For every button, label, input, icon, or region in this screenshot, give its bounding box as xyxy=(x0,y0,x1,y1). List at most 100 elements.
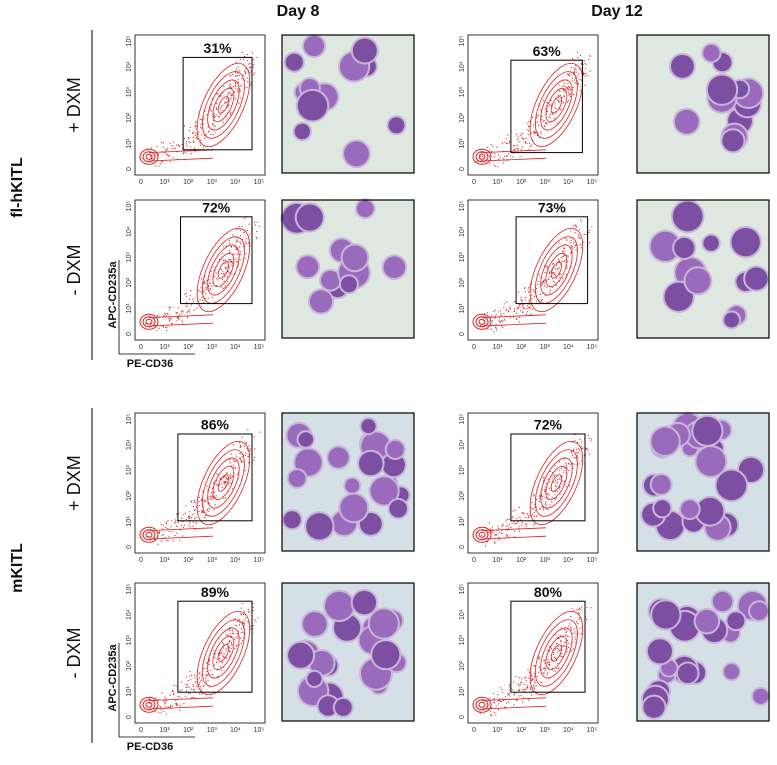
event-dot xyxy=(249,450,251,452)
cell-nucleus xyxy=(654,500,671,517)
event-dot xyxy=(553,282,555,284)
event-dot xyxy=(566,101,568,103)
contour xyxy=(472,696,492,713)
event-dot xyxy=(580,247,582,249)
event-dot xyxy=(200,291,202,293)
event-dot xyxy=(175,685,177,687)
event-dot xyxy=(182,514,184,516)
event-dot xyxy=(552,654,555,656)
x-axis-label: PE-CD36 xyxy=(127,358,173,370)
micrograph xyxy=(636,411,770,552)
contour xyxy=(139,526,159,543)
event-dot xyxy=(522,701,524,703)
contour xyxy=(145,318,153,325)
event-dot xyxy=(239,229,242,231)
event-dot xyxy=(512,510,514,512)
event-dot xyxy=(225,650,227,652)
event-dot xyxy=(188,141,190,143)
x-tick-label: 10⁵ xyxy=(587,557,598,564)
event-dot xyxy=(565,631,567,634)
event-dot xyxy=(201,693,203,695)
contour xyxy=(545,465,568,501)
event-dot xyxy=(253,63,255,65)
event-dot xyxy=(182,535,184,537)
event-dot xyxy=(241,436,243,438)
event-dot xyxy=(579,463,581,465)
event-dot xyxy=(578,618,580,620)
event-dot xyxy=(163,146,165,148)
event-dot xyxy=(206,674,208,676)
event-dot xyxy=(157,315,159,317)
cell-nucleus xyxy=(302,612,327,636)
event-dot xyxy=(494,309,496,311)
event-dot xyxy=(509,317,511,319)
event-dot xyxy=(200,124,202,126)
event-dot xyxy=(570,92,572,94)
event-dot xyxy=(220,650,222,652)
x-tick-label: 0 xyxy=(139,344,143,351)
event-dot xyxy=(574,457,577,459)
event-dot xyxy=(250,82,252,84)
event-dot xyxy=(574,440,576,442)
event-dot xyxy=(222,259,225,261)
event-dot xyxy=(248,241,250,243)
event-dot xyxy=(548,646,551,648)
event-dot xyxy=(244,454,246,456)
event-dot xyxy=(201,679,203,681)
event-dot xyxy=(543,125,546,127)
event-dot xyxy=(533,665,535,667)
event-dot xyxy=(191,133,194,135)
event-dot xyxy=(570,66,573,69)
event-dot xyxy=(534,680,536,682)
event-dot xyxy=(229,475,231,477)
event-dot xyxy=(227,483,229,485)
event-dot xyxy=(502,162,504,164)
cell-nucleus xyxy=(731,227,760,257)
y-tick-label: 10³ xyxy=(459,634,466,645)
event-dot xyxy=(527,515,530,517)
x-axis-label: PE-CD36 xyxy=(127,741,173,753)
event-dot xyxy=(240,242,242,245)
event-dot xyxy=(578,237,580,239)
event-dot xyxy=(242,456,244,458)
event-dot xyxy=(187,679,189,682)
event-dot xyxy=(566,651,568,653)
x-tick-label: 10² xyxy=(516,727,527,734)
event-dot xyxy=(516,312,518,314)
contour xyxy=(201,619,245,687)
event-dot xyxy=(240,461,243,463)
event-dot xyxy=(543,672,545,674)
event-dot xyxy=(565,645,567,647)
cell-nucleus xyxy=(325,591,354,621)
event-dot xyxy=(549,292,551,294)
event-dot xyxy=(505,520,507,522)
y-tick-label: 10³ xyxy=(459,464,466,475)
x-tick-label: 0 xyxy=(139,727,143,734)
event-dot xyxy=(185,140,187,143)
event-dot xyxy=(567,85,570,88)
event-dot xyxy=(541,119,543,121)
event-dot xyxy=(199,144,202,146)
cell-nucleus xyxy=(309,651,334,675)
event-dot xyxy=(207,297,209,299)
event-dot xyxy=(173,141,175,143)
event-dot xyxy=(544,490,546,492)
event-dot xyxy=(524,308,526,310)
event-dot xyxy=(575,71,577,73)
event-dot xyxy=(546,286,548,288)
event-dot xyxy=(549,117,551,119)
event-dot xyxy=(222,252,224,254)
y-tick-label: 10⁵ xyxy=(126,584,133,595)
event-dot xyxy=(229,92,231,94)
event-dot xyxy=(491,715,493,717)
event-dot xyxy=(243,445,245,447)
cell-nucleus xyxy=(664,282,693,311)
event-dot xyxy=(162,524,164,526)
event-dot xyxy=(182,152,184,155)
event-dot xyxy=(480,152,482,154)
event-dot xyxy=(229,462,231,464)
event-dot xyxy=(533,511,535,513)
event-dot xyxy=(542,672,544,674)
event-dot xyxy=(558,488,560,490)
plot-frame xyxy=(467,412,599,554)
